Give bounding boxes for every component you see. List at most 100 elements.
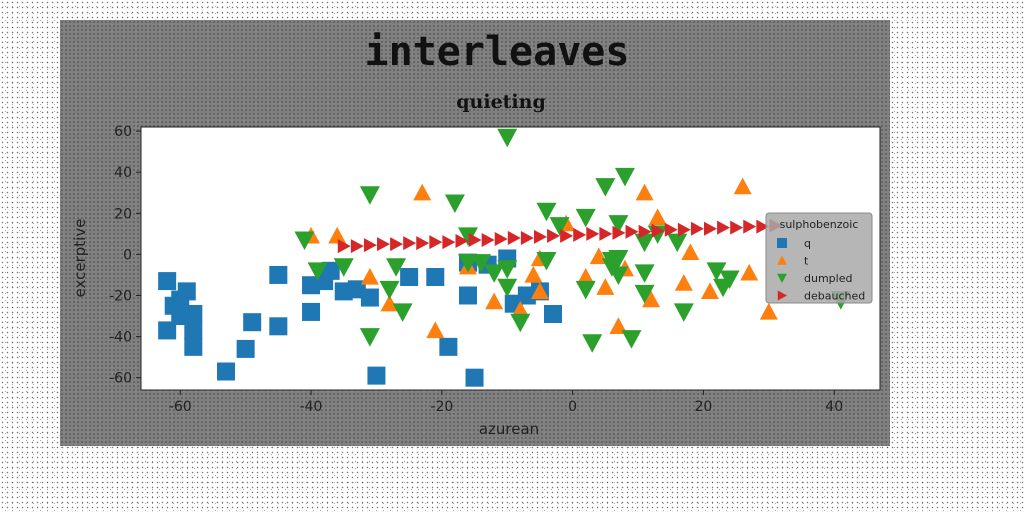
point-q — [177, 282, 196, 301]
point-t — [759, 302, 778, 320]
point-dumpled — [497, 128, 518, 148]
point-dumpled — [634, 284, 655, 304]
point-q — [400, 267, 419, 286]
point-q — [465, 368, 484, 387]
point-dumpled — [457, 227, 478, 246]
point-t — [576, 267, 595, 285]
point-debauched — [442, 235, 456, 250]
point-dumpled — [608, 266, 629, 285]
legend-label-debauched: debauched — [804, 290, 865, 303]
legend-marker-dumpled — [777, 273, 787, 283]
legend-box — [765, 212, 873, 304]
point-dumpled — [595, 178, 616, 197]
point-dumpled — [719, 270, 740, 290]
point-debauched — [560, 228, 574, 243]
point-t — [596, 278, 615, 295]
x-tick-label: 40 — [825, 399, 843, 415]
y-tick-label: 40 — [114, 165, 132, 181]
point-dumpled — [359, 328, 380, 347]
point-dumpled — [667, 233, 688, 253]
point-t — [740, 263, 759, 281]
legend-marker-q — [777, 238, 787, 248]
point-dumpled — [333, 258, 354, 277]
point-debauched — [638, 224, 652, 239]
point-t — [426, 321, 445, 339]
point-debauched — [390, 237, 404, 252]
x-tick-label: -60 — [169, 399, 192, 415]
point-q — [367, 366, 386, 385]
figure-suptitle: interleaves — [365, 29, 630, 75]
point-debauched — [756, 219, 770, 234]
point-q — [458, 286, 477, 305]
point-dumpled — [510, 313, 531, 333]
point-dumpled — [575, 208, 596, 228]
point-dumpled — [359, 186, 380, 205]
scatter-chart: interleaves quieting -60 -40 -20 0 20 40 -60 -4… — [71, 29, 881, 438]
point-q — [439, 337, 458, 356]
point-dumpled — [706, 262, 727, 281]
point-t — [681, 243, 700, 260]
point-debauched — [717, 220, 731, 235]
point-debauched — [481, 233, 495, 248]
point-debauched — [403, 236, 417, 251]
figure: interleaves quieting -60 -40 -20 0 20 40 -60 -4… — [60, 20, 890, 446]
series-q — [158, 249, 563, 387]
point-dumpled — [673, 303, 694, 322]
point-q — [243, 313, 262, 332]
legend-label-dumpled: dumpled — [804, 272, 852, 285]
point-dumpled — [484, 264, 505, 283]
point-dumpled — [608, 215, 629, 234]
legend-label-t: t — [804, 255, 809, 268]
point-t — [635, 183, 654, 201]
point-q — [217, 362, 236, 381]
point-q — [158, 272, 177, 291]
point-debauched — [704, 221, 717, 236]
point-q — [269, 317, 288, 336]
point-dumpled — [549, 217, 570, 236]
point-q — [184, 321, 203, 340]
point-debauched — [743, 219, 757, 234]
point-debauched — [612, 225, 626, 240]
point-dumpled — [497, 278, 518, 298]
point-dumpled — [536, 252, 557, 271]
x-tick-label: 20 — [695, 399, 713, 415]
y-tick-label: 0 — [123, 247, 132, 263]
x-tick-label: 0 — [568, 399, 577, 415]
point-debauched — [377, 237, 390, 252]
point-t — [733, 177, 752, 195]
point-t — [413, 183, 432, 201]
point-q — [158, 321, 177, 340]
point-dumpled — [497, 260, 518, 279]
point-dumpled — [614, 167, 635, 187]
point-debauched — [651, 223, 665, 238]
point-dumpled — [536, 202, 557, 222]
point-t — [380, 294, 399, 312]
point-q — [302, 302, 321, 321]
point-dumpled — [294, 231, 315, 251]
point-debauched — [494, 231, 508, 246]
point-dumpled — [634, 264, 655, 283]
point-debauched — [730, 220, 744, 235]
point-dumpled — [392, 303, 413, 322]
point-t — [609, 317, 628, 334]
point-debauched — [416, 236, 430, 251]
point-t — [511, 300, 530, 318]
point-q — [184, 337, 203, 356]
point-debauched — [573, 227, 587, 242]
point-debauched — [625, 224, 639, 239]
point-debauched — [507, 230, 521, 245]
point-debauched — [337, 239, 351, 254]
legend-label-q: q — [804, 237, 811, 250]
point-dumpled — [575, 280, 596, 300]
point-t — [674, 274, 693, 291]
point-dumpled — [307, 262, 328, 281]
point-dumpled — [608, 250, 629, 269]
point-debauched — [586, 226, 600, 241]
point-t — [328, 226, 347, 244]
point-debauched — [664, 222, 678, 237]
point-q — [544, 304, 563, 323]
y-tick-label: -60 — [109, 371, 132, 387]
point-debauched — [533, 229, 547, 244]
point-q — [360, 288, 379, 307]
x-axis-label: azurean — [479, 420, 539, 438]
